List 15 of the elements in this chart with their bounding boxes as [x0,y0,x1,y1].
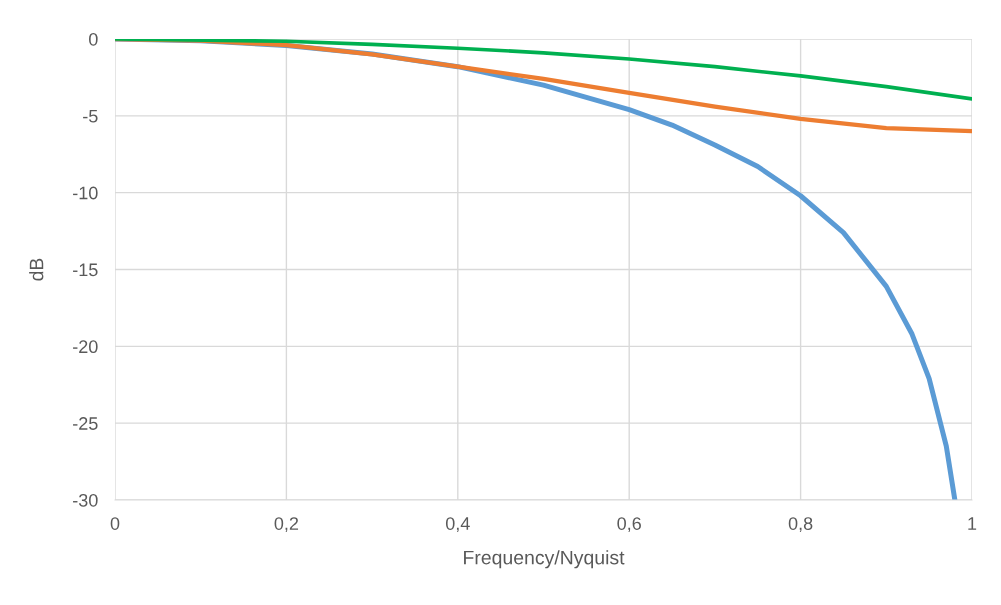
y-tick-label: -30 [73,493,98,507]
x-tick-label: 1 [968,517,977,530]
x-tick-label: 0,4 [445,517,470,533]
y-tick-label: -5 [83,109,98,123]
y-tick-label: -25 [73,417,98,430]
x-tick-label: 0,2 [274,517,299,533]
y-axis-title: dB [29,258,44,281]
x-tick-label: 0,6 [617,517,641,533]
y-tick-label: -10 [73,186,98,200]
x-tick-label: 0,8 [788,517,813,533]
y-tick-label: -20 [73,340,98,354]
x-axis-title: Frequency/Nyquist [464,550,625,569]
y-tick-label: 0 [89,32,98,46]
x-tick-label: 0 [110,517,120,530]
y-tick-label: -15 [73,263,98,277]
